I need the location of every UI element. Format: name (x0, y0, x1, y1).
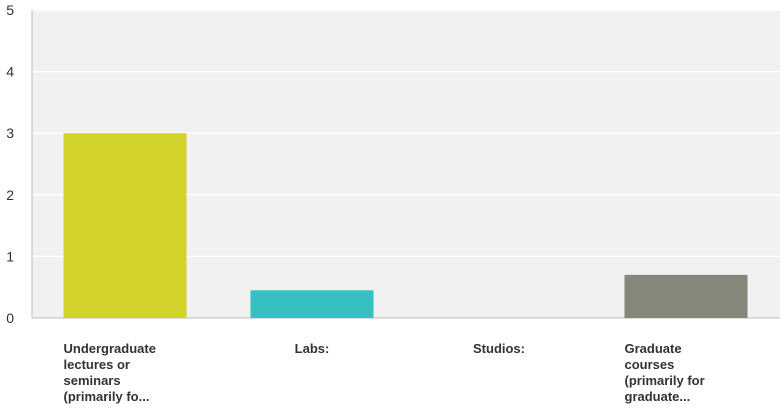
category-label: (primarily for (625, 373, 705, 388)
category-label: lectures or (64, 357, 130, 372)
category-label: Labs: (295, 341, 330, 356)
category-label: Undergraduate (64, 341, 156, 356)
category-label: seminars (64, 373, 121, 388)
y-tick-label: 3 (6, 125, 14, 141)
y-tick-label: 2 (6, 187, 14, 203)
bar (63, 133, 187, 318)
category-label: (primarily fo... (64, 389, 150, 404)
bar (250, 290, 374, 318)
y-tick-label: 4 (6, 64, 14, 80)
category-label: Graduate (625, 341, 682, 356)
category-label: graduate... (625, 389, 691, 404)
category-label: Studios: (473, 341, 525, 356)
y-tick-label: 5 (6, 2, 14, 18)
bar (624, 274, 748, 318)
y-tick-label: 1 (6, 248, 14, 264)
y-tick-label: 0 (6, 310, 14, 326)
category-label: courses (625, 357, 675, 372)
